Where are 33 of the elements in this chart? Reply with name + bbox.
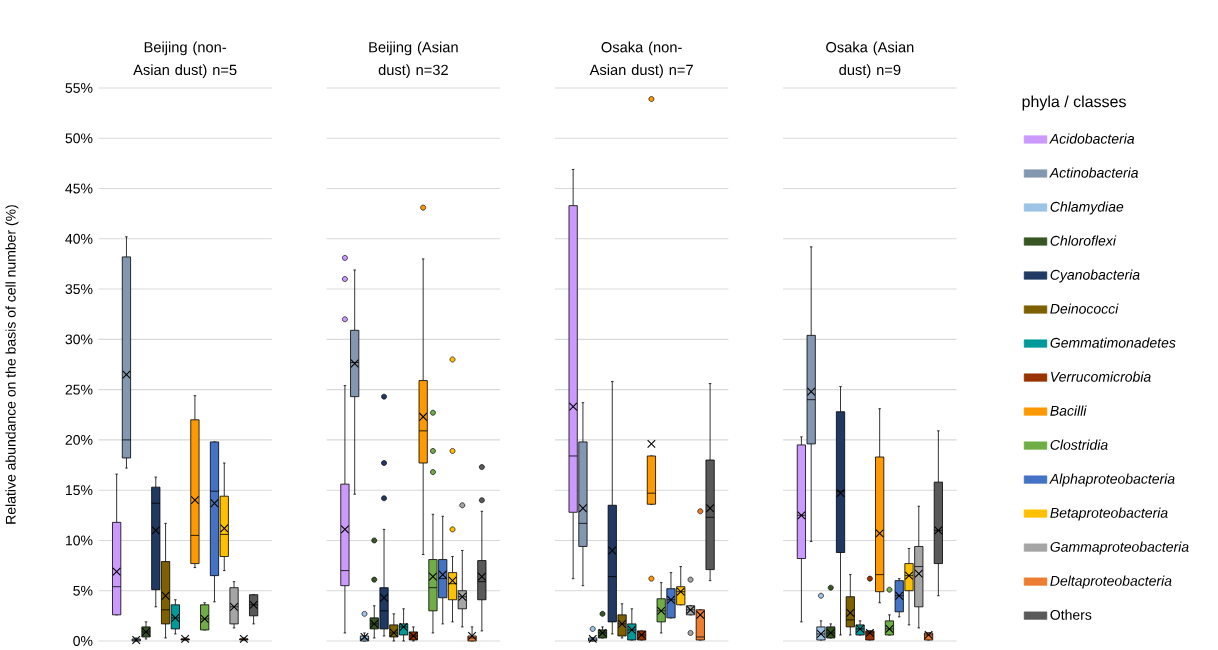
y-tick-label: 50%	[65, 133, 93, 144]
legend-label: Bacilli	[1050, 405, 1087, 416]
x-tick-label: Beijing (non-Asian dust) n=5	[133, 41, 237, 78]
y-tick-label: 15%	[66, 485, 93, 496]
y-tick-label: 5%	[73, 585, 93, 596]
x-tick-label: Osaka (Asian dust) n=9	[826, 41, 914, 78]
legend-label: Others	[1050, 609, 1092, 620]
legend-label: Acidobacteria	[1049, 133, 1135, 144]
x-tick-label: Beijing (Asian dust) n=32	[369, 41, 458, 78]
y-tick-label: 40%	[65, 233, 93, 244]
legend-label: Chloroflexi	[1050, 235, 1117, 246]
y-axis-title: Relative abundance on the basis of cell number (%)	[5, 205, 19, 524]
legend-title: phyla / classes	[1022, 95, 1126, 111]
legend-label: Actinobacteria	[1049, 167, 1139, 178]
y-tick-label: 55%	[65, 83, 93, 93]
y-tick-label: 30%	[65, 334, 93, 345]
legend-label: Betaproteobacteria	[1050, 507, 1168, 521]
legend-label: Cyanobacteria	[1050, 269, 1140, 283]
y-tick-label: 25%	[65, 384, 93, 395]
legend-label: Chlamydiae	[1050, 201, 1124, 215]
legend-label: Deltaproteobacteria	[1050, 575, 1172, 589]
legend-label: Gemmatimonadetes	[1050, 337, 1176, 348]
legend-label: Alphaproteobacteria	[1049, 473, 1175, 487]
y-tick-label: 45%	[65, 183, 93, 194]
legend-label: Deinococci	[1050, 303, 1119, 314]
legend-label: Verrucomicrobia	[1051, 371, 1151, 382]
x-tick-label: Osaka (non-Asian dust) n=7	[589, 41, 693, 78]
y-tick-label: 20%	[65, 434, 93, 445]
legend-label: Gammaproteobacteria	[1050, 541, 1189, 555]
y-tick-label: 0%	[73, 636, 93, 646]
y-tick-label: 10%	[66, 535, 93, 546]
legend-label: Clostridia	[1050, 439, 1108, 450]
y-tick-label: 35%	[65, 284, 93, 295]
